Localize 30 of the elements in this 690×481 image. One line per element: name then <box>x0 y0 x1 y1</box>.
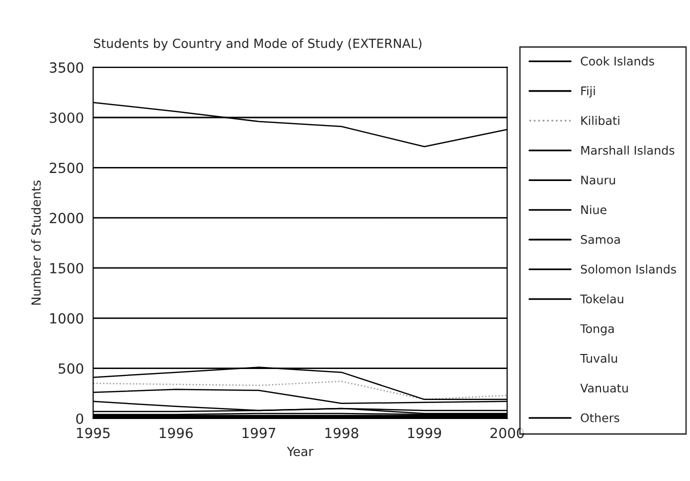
legend-label: Samoa <box>580 234 620 244</box>
chart-title: Students by Country and Mode of Study (EXTERNAL) <box>94 38 422 50</box>
y-tick-label: 0 <box>76 413 84 424</box>
y-tick-label: 500 <box>58 363 84 374</box>
x-tick-label: 1995 <box>77 428 110 438</box>
x-tick-label: 1997 <box>242 428 276 438</box>
legend-label: Fiji <box>581 86 595 98</box>
y-tick-label: 1500 <box>50 262 84 274</box>
legend-label: Marshall Islands <box>581 146 674 155</box>
text: Tuvalu <box>580 354 617 363</box>
y-axis-title: Number of Students <box>31 180 41 305</box>
x-tick-label: 2000 <box>490 428 524 438</box>
x-tick-label: 1998 <box>325 428 358 438</box>
legend-label: Niue <box>581 205 606 214</box>
text: Tonga <box>580 324 614 336</box>
text: Vanuatu <box>580 384 628 393</box>
x-tick-label: 1996 <box>160 428 193 438</box>
x-axis-title: Year <box>286 446 314 456</box>
legend-label: Kilibati <box>581 116 620 126</box>
y-tick-label: 2500 <box>50 162 84 174</box>
y-tick-label: 1000 <box>50 313 84 324</box>
y-tick-label: 3000 <box>50 112 84 123</box>
legend-label: Nauru <box>581 176 615 184</box>
legend-label: Tokelau <box>580 294 624 304</box>
x-tick-label: 1999 <box>408 428 442 438</box>
y-tick-label: 3500 <box>50 62 84 73</box>
legend-label: Solomon Islands <box>580 264 676 274</box>
legend-label: Others <box>580 413 620 422</box>
legend-label: Cook Islands <box>580 56 654 66</box>
y-tick-label: 2000 <box>50 212 84 224</box>
